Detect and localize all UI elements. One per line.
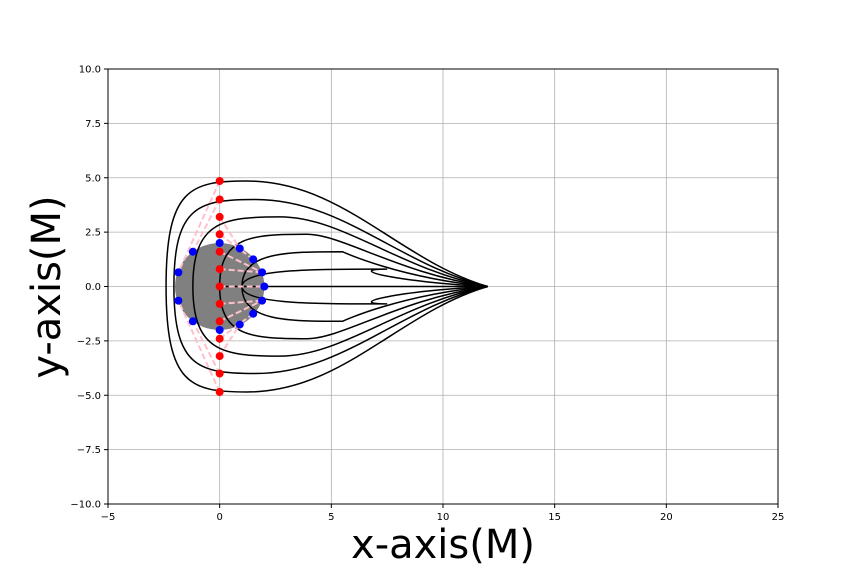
dashed-link	[219, 250, 263, 274]
ring-point	[174, 268, 183, 277]
impact-point	[215, 195, 224, 204]
y-tick-label: −7.5	[77, 445, 101, 456]
y-tick-label: 10.0	[79, 65, 101, 76]
ring-point	[249, 255, 258, 264]
impact-point	[215, 334, 224, 343]
x-tick-label: 10	[437, 512, 450, 523]
light-ray	[218, 233, 488, 288]
y-tick-label: 7.5	[85, 119, 101, 130]
impact-point	[215, 369, 224, 378]
dashed-link	[218, 216, 241, 249]
y-tick-label: 5.0	[85, 173, 101, 184]
dashed-link	[219, 268, 263, 274]
ring-point	[249, 309, 258, 318]
light-ray	[218, 285, 488, 340]
dashed-link	[177, 180, 221, 273]
y-axis-title: y-axis(M)	[24, 195, 70, 378]
ring-point	[188, 247, 197, 256]
impact-point	[215, 247, 224, 256]
ring-point	[174, 296, 183, 305]
light-ray	[173, 198, 488, 288]
impact-point	[215, 230, 224, 239]
impact-point	[215, 265, 224, 274]
y-tick-label: −2.5	[77, 336, 101, 347]
y-tick-label: 2.5	[85, 228, 101, 239]
impact-point	[215, 317, 224, 326]
light-ray	[192, 216, 488, 288]
plot-area	[165, 177, 488, 396]
ring-point	[188, 317, 197, 326]
dashed-link	[218, 324, 241, 357]
ring-point	[235, 320, 244, 329]
x-axis-title: x-axis(M)	[351, 522, 535, 568]
ring-point	[258, 268, 267, 277]
impact-point	[215, 387, 224, 396]
ring-point	[235, 244, 244, 253]
light-ray	[165, 285, 488, 393]
impact-point	[215, 299, 224, 308]
ring-point	[215, 239, 224, 247]
light-ray	[165, 180, 488, 288]
x-tick-label: 15	[548, 512, 561, 523]
x-tick-label: 5	[328, 512, 334, 523]
dashed-link	[191, 199, 221, 253]
dashed-link	[219, 299, 263, 323]
axis-ticks: −5 0 5 10 15 20 25 −10.0 −7.5 −5.0 −2.5 0.0 2.5 5.0 7.…	[70, 65, 784, 524]
dashed-link	[177, 300, 221, 393]
dashed-link	[191, 320, 221, 374]
y-tick-label: −5.0	[77, 391, 101, 402]
x-tick-label: 20	[660, 512, 673, 523]
impact-point	[215, 177, 224, 186]
ring-point	[260, 282, 269, 291]
y-tick-label: −10.0	[70, 500, 101, 511]
impact-point	[215, 352, 224, 361]
ring-point	[258, 296, 267, 305]
x-tick-label: −5	[101, 512, 116, 523]
light-ray	[173, 285, 488, 375]
impact-point	[215, 212, 224, 221]
x-tick-label: 25	[772, 512, 785, 523]
light-ray	[192, 285, 488, 357]
y-tick-label: 0.0	[85, 282, 101, 293]
impact-point	[215, 282, 224, 291]
dashed-link	[219, 299, 263, 305]
x-tick-label: 0	[216, 512, 222, 523]
ring-point	[215, 326, 224, 334]
